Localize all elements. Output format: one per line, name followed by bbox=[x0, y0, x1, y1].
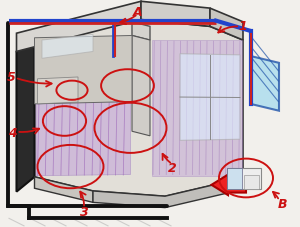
Polygon shape bbox=[36, 100, 130, 176]
Polygon shape bbox=[180, 54, 240, 141]
Polygon shape bbox=[42, 35, 93, 59]
Polygon shape bbox=[132, 36, 150, 136]
Text: A: A bbox=[133, 6, 143, 19]
Bar bbox=[227, 169, 242, 189]
Polygon shape bbox=[210, 9, 243, 41]
Polygon shape bbox=[132, 23, 150, 41]
Polygon shape bbox=[34, 20, 243, 196]
Text: B: B bbox=[277, 197, 287, 210]
Polygon shape bbox=[250, 57, 279, 111]
Polygon shape bbox=[16, 39, 34, 192]
Polygon shape bbox=[152, 41, 242, 176]
Text: 2: 2 bbox=[168, 161, 177, 174]
FancyArrow shape bbox=[212, 175, 246, 195]
Text: 5: 5 bbox=[6, 71, 15, 84]
Bar bbox=[226, 168, 261, 190]
Text: 4: 4 bbox=[8, 127, 17, 140]
Polygon shape bbox=[34, 36, 132, 104]
Bar bbox=[244, 175, 259, 189]
Polygon shape bbox=[34, 177, 93, 202]
Polygon shape bbox=[38, 78, 78, 104]
Polygon shape bbox=[16, 2, 141, 52]
Text: 1: 1 bbox=[238, 20, 247, 33]
Polygon shape bbox=[93, 178, 243, 208]
Text: 3: 3 bbox=[80, 205, 89, 218]
Polygon shape bbox=[141, 2, 210, 27]
